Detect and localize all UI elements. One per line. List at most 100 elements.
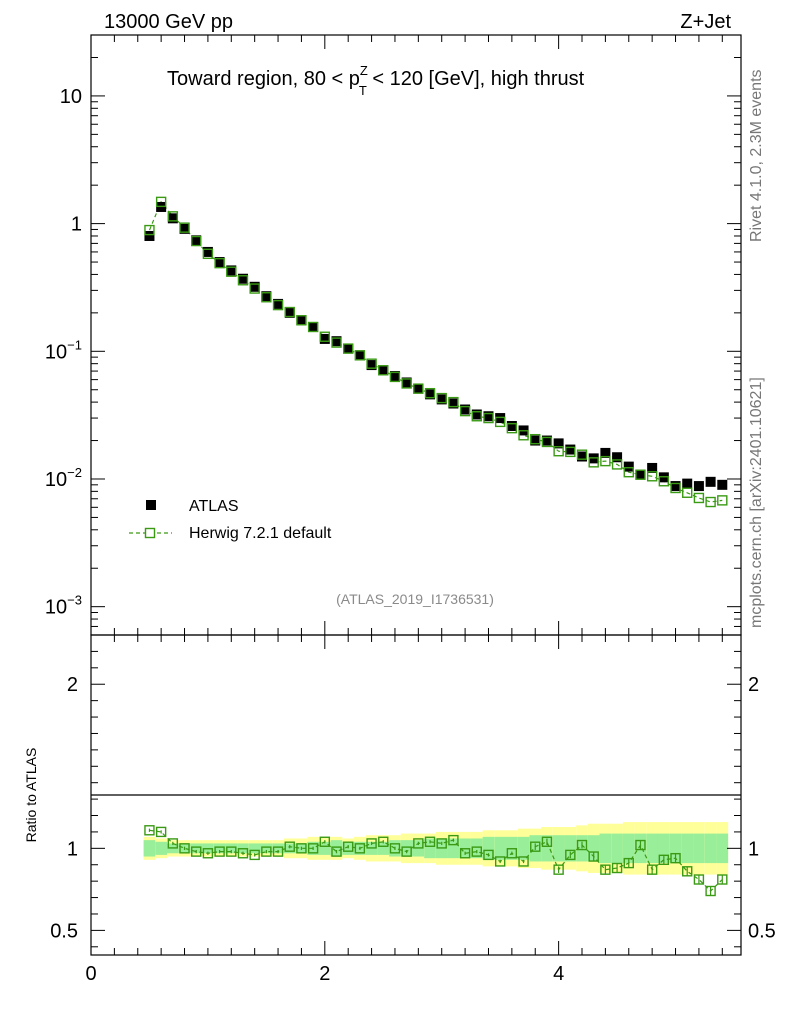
- ratio-band-inner: [576, 835, 588, 862]
- rivet-label: Rivet 4.1.0, 2.3M events: [748, 69, 765, 242]
- ratio-band-inner: [143, 840, 156, 857]
- ratio-point: [693, 874, 705, 885]
- herwig-point: [506, 422, 518, 434]
- herwig-point: [354, 350, 366, 361]
- energy-label: 13000 GeV pp: [104, 11, 233, 33]
- ratio-band-inner: [190, 843, 203, 854]
- atlas-point: [635, 469, 646, 480]
- ratio-band-inner: [599, 833, 612, 864]
- herwig-point: [413, 383, 424, 394]
- ratio-point: [506, 848, 518, 859]
- atlas-point: [425, 389, 436, 400]
- herwig-point: [518, 430, 529, 441]
- herwig-point: [600, 455, 611, 467]
- herwig-point: [553, 446, 564, 457]
- ratio-point: [167, 838, 179, 849]
- atlas-point: [249, 281, 260, 292]
- ratio-point: [448, 834, 459, 846]
- herwig-point: [717, 495, 728, 506]
- ratio-point: [319, 836, 331, 847]
- ratio-point: [214, 846, 225, 857]
- ratio-band-inner: [646, 833, 658, 864]
- ratio-band-inner: [564, 835, 577, 862]
- main-ytick-label: 10−3: [45, 593, 82, 619]
- ratio-point: [354, 843, 366, 854]
- legend-atlas-marker: [146, 500, 156, 510]
- ratio-point: [705, 885, 716, 897]
- atlas-point: [202, 246, 213, 257]
- ratio-band-inner: [669, 833, 682, 864]
- atlas-point: [191, 235, 202, 246]
- ratio-band-inner: [248, 843, 261, 854]
- ratio-ytick-label-right: 2: [748, 674, 759, 696]
- atlas-point: [284, 307, 295, 318]
- ratio-band-inner: [704, 833, 717, 864]
- ratio-point: [249, 849, 260, 861]
- herwig-point: [342, 343, 354, 354]
- herwig-point: [494, 416, 506, 428]
- herwig-point: [144, 224, 155, 236]
- ratio-point: [226, 846, 237, 857]
- atlas-point: [261, 291, 272, 302]
- ratio-ytick-label-right: 1: [748, 838, 759, 860]
- ratio-point: [272, 846, 284, 857]
- ratio-band-inner: [482, 836, 495, 860]
- legend-herwig-label: Herwig 7.2.1 default: [189, 525, 332, 542]
- xtick-label: 4: [553, 963, 564, 985]
- atlas-point: [693, 481, 704, 492]
- herwig-point: [284, 306, 295, 318]
- ratio-point: [682, 866, 693, 877]
- ratio-point: [635, 839, 646, 851]
- ratio-band-inner: [494, 836, 507, 860]
- ratio-ytick-label-left: 1: [67, 838, 78, 860]
- ratio-point: [144, 825, 155, 836]
- herwig-point: [623, 467, 634, 478]
- ratio-point: [611, 862, 623, 874]
- herwig-point: [237, 275, 249, 286]
- ratio-band-inner: [155, 841, 167, 855]
- analysis-watermark: (ATLAS_2019_I1736531): [336, 591, 494, 607]
- plot-title: Toward region, 80 < pZ T < 120 [GeV], hig…: [167, 63, 585, 98]
- ratio-point: [436, 838, 447, 849]
- ratio-point: [459, 848, 471, 859]
- atlas-point: [623, 461, 634, 472]
- ratio-band-inner: [260, 843, 273, 854]
- ratio-point: [413, 838, 424, 849]
- ratio-point: [646, 864, 658, 875]
- ratio-point: [588, 851, 599, 862]
- atlas-point: [471, 409, 482, 420]
- ratio-ytick-label-left: 2: [67, 674, 78, 696]
- xtick-label: 2: [319, 963, 330, 985]
- herwig-point: [459, 405, 471, 417]
- herwig-point: [471, 411, 482, 422]
- ratio-band-inner: [377, 841, 390, 855]
- atlas-point: [331, 336, 342, 347]
- ratio-point: [518, 856, 529, 867]
- legend-atlas-label: ATLAS: [189, 498, 239, 515]
- herwig-point: [389, 371, 401, 383]
- ratio-point: [541, 836, 553, 847]
- herwig-point: [378, 365, 389, 376]
- herwig-point: [319, 331, 331, 342]
- atlas-point: [343, 343, 354, 354]
- herwig-point: [448, 396, 459, 408]
- ratio-band-inner: [611, 833, 623, 864]
- herwig-point: [635, 469, 646, 480]
- atlas-point: [237, 273, 248, 284]
- atlas-point: [144, 230, 155, 241]
- ratio-band-inner: [272, 843, 284, 854]
- ratio-band-inner: [447, 838, 460, 859]
- atlas-point: [612, 452, 623, 463]
- ratio-point: [401, 846, 412, 857]
- ratio-point: [307, 843, 319, 854]
- herwig-point: [588, 457, 599, 468]
- ratio-point: [378, 836, 389, 847]
- ratio-line: [149, 829, 723, 892]
- herwig-point: [272, 299, 284, 311]
- herwig-point: [436, 392, 447, 404]
- main-ytick-label: 10: [60, 86, 82, 108]
- atlas-point: [401, 377, 412, 388]
- herwig-point: [401, 378, 412, 389]
- main-axis-ticks: [90, 34, 741, 636]
- herwig-point: [191, 235, 202, 247]
